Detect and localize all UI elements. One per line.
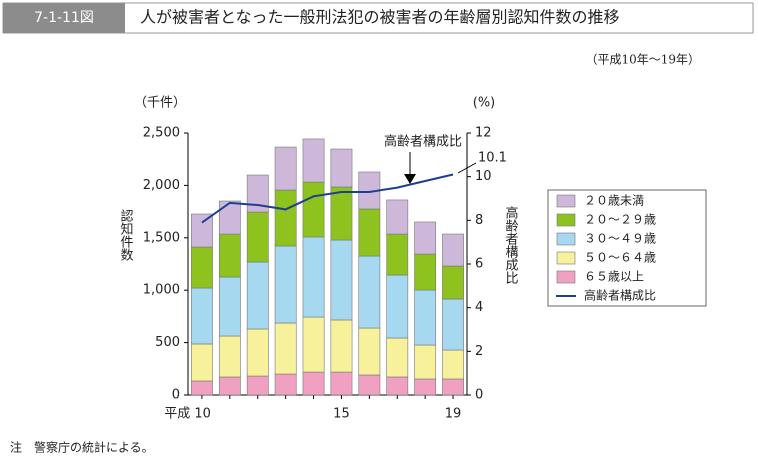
bar-segment: [274, 373, 297, 396]
bar-segment: [302, 316, 325, 373]
y2-tick-label: 0: [475, 388, 483, 403]
bar-segment: [302, 138, 325, 183]
bar-segment: [442, 265, 464, 300]
legend-label: ５０～６４歳: [584, 251, 656, 265]
y2-tick-label: 2: [475, 344, 483, 359]
legend-label: ２０歳未満: [584, 194, 644, 208]
bar-segment: [414, 344, 437, 380]
y2-tick-label: 10: [475, 169, 492, 184]
annotation: 高齢者構成比: [384, 134, 462, 150]
bar-segment: [414, 289, 437, 346]
bar-segment: [330, 371, 353, 396]
bar-segment: [414, 253, 437, 291]
bar-segment: [302, 236, 325, 318]
annotation-arrowhead: [404, 174, 416, 184]
y2-unit: (%): [473, 96, 496, 111]
y2-tick-label: 8: [475, 213, 483, 228]
y-unit: （千件）: [134, 96, 186, 111]
value-label: 10.1: [478, 151, 507, 166]
bar-segment: [330, 319, 353, 373]
bar-segment: [414, 378, 437, 396]
bar-segment: [386, 199, 409, 235]
bar-segment: [274, 322, 297, 375]
bar-segment: [191, 380, 213, 396]
bar-segment: [442, 298, 464, 351]
bar-segment: [191, 287, 213, 345]
bar-segment: [274, 146, 297, 191]
bar-segment: [246, 261, 269, 330]
bar-segment: [442, 378, 464, 396]
legend-swatch: [556, 194, 576, 208]
bar-segment: [302, 371, 325, 396]
bar-segment: [302, 181, 325, 238]
bar-segment: [330, 239, 353, 321]
bar-segment: [442, 349, 464, 380]
y-tick-label: 2,000: [143, 178, 180, 193]
bar-segment: [386, 274, 409, 339]
bar-segment: [218, 200, 241, 235]
x-tick-label: 19: [445, 407, 462, 422]
bar-segment: [414, 221, 437, 255]
bar-segment: [330, 148, 353, 188]
legend-label: ６５歳以上: [584, 270, 644, 284]
bar-segment: [218, 335, 241, 378]
bar-segment: [218, 276, 241, 337]
bar-segment: [358, 208, 381, 257]
bar-segment: [442, 233, 464, 267]
header-title: 人が被害者となった一般刑法犯の被害者の年齢層別認知件数の推移: [140, 8, 620, 27]
bar-segment: [218, 376, 241, 396]
y-tick-label: 2,500: [143, 126, 180, 141]
legend-swatch: [556, 251, 576, 265]
y2-label: 高齢者構成比: [503, 205, 519, 285]
legend-swatch: [556, 213, 576, 227]
line-series: [201, 173, 454, 224]
bar-segment: [191, 213, 213, 248]
legend-label: ３０～４９歳: [584, 232, 656, 246]
legend-swatch: [556, 232, 576, 246]
legend-frame: [547, 189, 707, 307]
bar-segment: [274, 245, 297, 324]
legend-swatch: [556, 270, 576, 284]
bar-segment: [246, 174, 269, 213]
y2-tick-label: 4: [475, 300, 483, 315]
bar-segment: [246, 211, 269, 263]
header-badge: [3, 3, 125, 33]
bar-segment: [274, 189, 297, 247]
period: （平成10年～19年）: [585, 53, 700, 67]
y2-tick-label: 6: [475, 257, 483, 272]
x-tick-label: 平成 10: [164, 407, 211, 422]
y2-tick-label: 12: [475, 126, 492, 141]
bar-segment: [358, 327, 381, 376]
y-tick-label: 0: [172, 388, 180, 403]
legend-label: 高齢者構成比: [584, 288, 656, 303]
legend-label: ２０～２９歳: [584, 213, 656, 227]
bar-segment: [191, 246, 213, 289]
bar-segment: [386, 233, 409, 276]
y-tick-label: 500: [155, 335, 180, 350]
y-label: 認知件数: [118, 208, 134, 261]
y-tick-label: 1,000: [143, 283, 180, 298]
footnote: 注 警察庁の統計による。: [10, 440, 154, 455]
bar-segment: [191, 343, 213, 382]
bar-segment: [386, 337, 409, 378]
bar-segment: [358, 374, 381, 396]
bar-segment: [386, 376, 409, 396]
bar-segment: [246, 328, 269, 377]
bar-segment: [218, 233, 241, 278]
x-tick-label: 15: [333, 407, 350, 422]
bar-segment: [246, 375, 269, 396]
bar-segment: [358, 255, 381, 329]
y-tick-label: 1,500: [143, 230, 180, 245]
header-number: 7-1-11図: [34, 10, 94, 26]
bar-segment: [330, 186, 353, 241]
